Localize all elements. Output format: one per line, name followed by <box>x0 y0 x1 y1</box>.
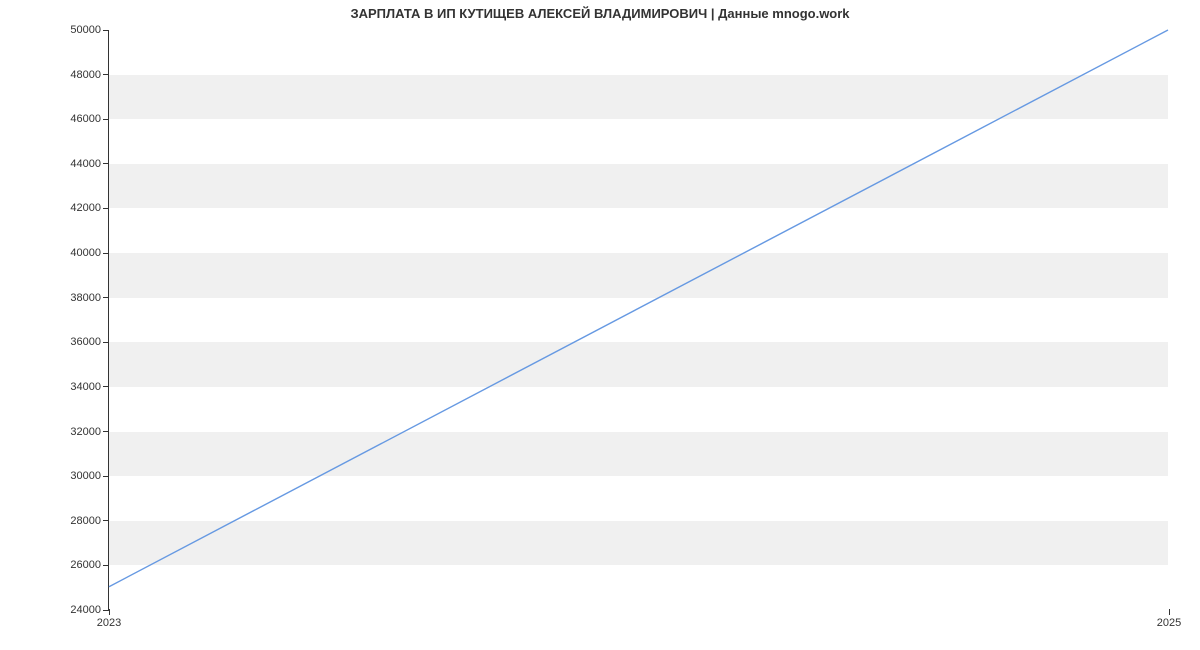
line-layer <box>109 30 1168 609</box>
y-tick <box>103 253 109 254</box>
y-tick-label: 36000 <box>70 336 101 348</box>
y-tick-label: 32000 <box>70 426 101 438</box>
salary-chart: ЗАРПЛАТА В ИП КУТИЩЕВ АЛЕКСЕЙ ВЛАДИМИРОВ… <box>0 0 1200 650</box>
y-tick <box>103 565 109 566</box>
y-tick-label: 26000 <box>70 559 101 571</box>
y-tick-label: 40000 <box>70 247 101 259</box>
y-tick-label: 34000 <box>70 381 101 393</box>
chart-title: ЗАРПЛАТА В ИП КУТИЩЕВ АЛЕКСЕЙ ВЛАДИМИРОВ… <box>0 6 1200 21</box>
y-tick <box>103 386 109 387</box>
x-tick <box>109 609 110 615</box>
y-tick <box>103 30 109 31</box>
y-tick <box>103 74 109 75</box>
y-tick-label: 30000 <box>70 470 101 482</box>
x-tick-label: 2023 <box>97 617 121 629</box>
y-tick-label: 44000 <box>70 158 101 170</box>
y-tick-label: 48000 <box>70 69 101 81</box>
y-tick <box>103 208 109 209</box>
y-tick <box>103 119 109 120</box>
y-tick-label: 42000 <box>70 202 101 214</box>
x-tick-label: 2025 <box>1157 617 1181 629</box>
y-tick-label: 50000 <box>70 24 101 36</box>
y-tick <box>103 163 109 164</box>
plot-area: 2400026000280003000032000340003600038000… <box>108 30 1168 610</box>
y-tick <box>103 297 109 298</box>
y-tick <box>103 431 109 432</box>
y-tick-label: 24000 <box>70 604 101 616</box>
y-tick-label: 28000 <box>70 515 101 527</box>
y-tick <box>103 520 109 521</box>
y-tick <box>103 342 109 343</box>
y-tick-label: 46000 <box>70 113 101 125</box>
series-line-salary <box>109 30 1168 587</box>
y-tick <box>103 476 109 477</box>
y-tick-label: 38000 <box>70 292 101 304</box>
x-tick <box>1169 609 1170 615</box>
